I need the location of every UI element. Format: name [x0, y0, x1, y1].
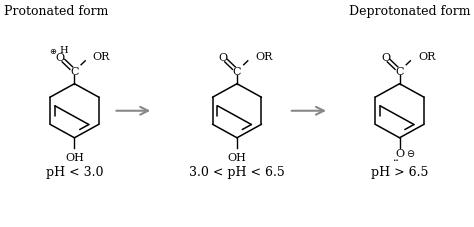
- Text: OH: OH: [228, 153, 246, 163]
- Text: O: O: [56, 53, 65, 63]
- Text: H: H: [60, 45, 68, 54]
- Text: O: O: [395, 148, 404, 158]
- Text: Protonated form: Protonated form: [4, 5, 108, 18]
- Text: OR: OR: [93, 52, 110, 62]
- Text: C: C: [233, 67, 241, 77]
- Text: OR: OR: [418, 52, 435, 62]
- Text: ••: ••: [392, 157, 399, 162]
- Text: pH < 3.0: pH < 3.0: [46, 165, 103, 178]
- Text: Deprotonated form: Deprotonated form: [349, 5, 470, 18]
- Text: O: O: [381, 53, 390, 63]
- Text: C: C: [70, 67, 79, 77]
- Text: 3.0 < pH < 6.5: 3.0 < pH < 6.5: [189, 165, 285, 178]
- Text: pH > 6.5: pH > 6.5: [371, 165, 428, 178]
- Text: OH: OH: [65, 153, 84, 163]
- Text: OR: OR: [255, 52, 273, 62]
- Text: C: C: [395, 67, 404, 77]
- Text: ⊖: ⊖: [406, 148, 414, 158]
- Text: O: O: [219, 53, 228, 63]
- Text: ⊕: ⊕: [49, 47, 56, 56]
